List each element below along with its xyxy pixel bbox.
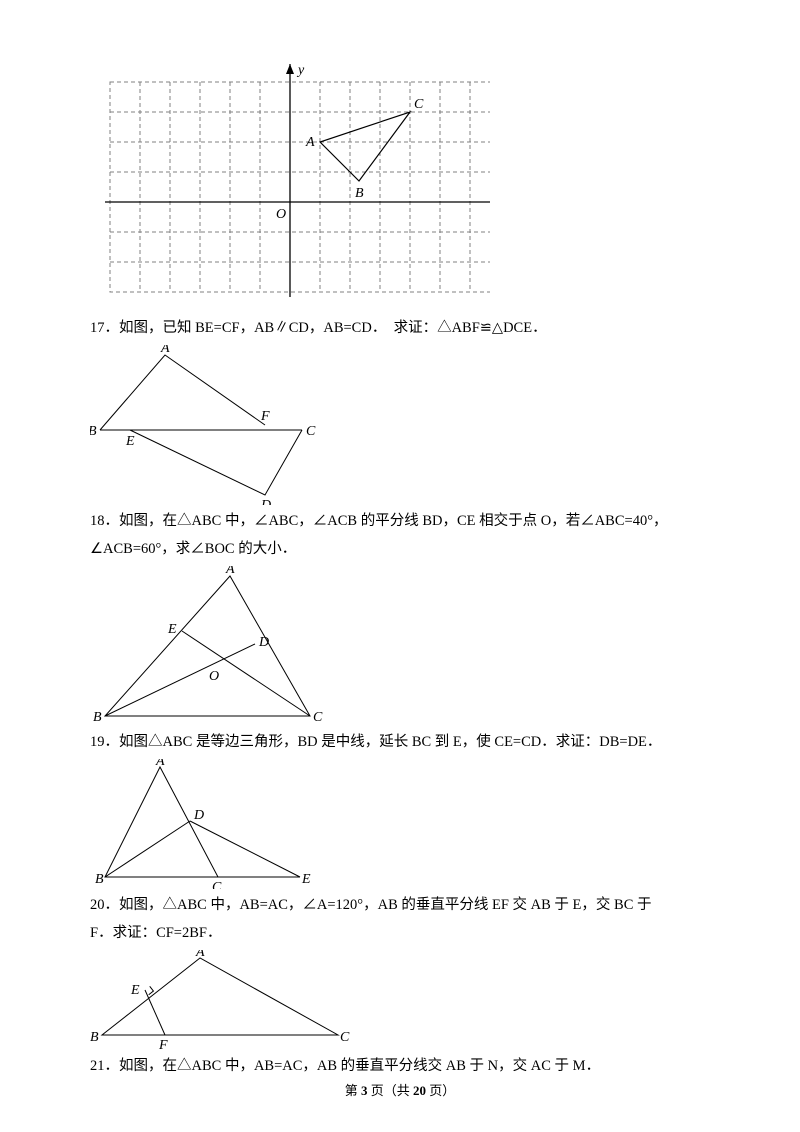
svg-text:C: C [313, 710, 323, 725]
svg-text:A: A [195, 950, 205, 960]
svg-text:D: D [260, 498, 271, 505]
svg-text:B: B [95, 872, 104, 887]
figure-20: A B C E F [90, 950, 710, 1050]
svg-text:y: y [296, 63, 305, 78]
svg-text:B: B [90, 1030, 99, 1045]
footer-suffix: 页） [426, 1083, 455, 1098]
problem-19-text: 19．如图△ABC 是等边三角形，BD 是中线，延长 BC 到 E，使 CE=C… [90, 730, 710, 755]
svg-text:E: E [130, 983, 140, 998]
page-footer: 第 3 页（共 20 页） [0, 1080, 800, 1102]
svg-text:C: C [212, 880, 222, 889]
figure-19: A B C E D [90, 759, 710, 889]
problem-20-text-a: 20．如图，△ABC 中，AB=AC，∠A=120°，AB 的垂直平分线 EF … [90, 893, 710, 918]
svg-text:E: E [125, 434, 135, 449]
figure-18: A B C E D O [90, 566, 710, 726]
fig20-svg: A B C E F [90, 950, 350, 1050]
problem-17-text: 17．如图，已知 BE=CF，AB∥CD，AB=CD． 求证：△ABF≌△DCE… [90, 316, 710, 341]
svg-text:A: A [225, 566, 235, 577]
problem-21-text: 21．如图，在△ABC 中，AB=AC，AB 的垂直平分线交 AB 于 N，交 … [90, 1054, 710, 1079]
svg-text:A: A [305, 135, 315, 150]
page: OxyABC 17．如图，已知 BE=CF，AB∥CD，AB=CD． 求证：△A… [0, 0, 800, 1132]
svg-text:B: B [93, 710, 102, 725]
svg-text:A: A [160, 345, 170, 356]
footer-prefix: 第 [345, 1083, 361, 1098]
figure-17: A B E F C D [90, 345, 710, 505]
svg-text:A: A [155, 759, 165, 769]
svg-text:C: C [306, 424, 316, 439]
problem-18-text-a: 18．如图，在△ABC 中，∠ABC，∠ACB 的平分线 BD，CE 相交于点 … [90, 509, 710, 534]
footer-middle: 页（共 [367, 1083, 413, 1098]
problem-18-text-b: ∠ACB=60°，求∠BOC 的大小． [90, 537, 710, 562]
svg-text:F: F [260, 409, 270, 424]
svg-text:O: O [209, 669, 219, 684]
svg-text:E: E [167, 622, 177, 637]
svg-text:B: B [355, 186, 364, 201]
svg-text:C: C [340, 1030, 350, 1045]
svg-text:C: C [414, 97, 424, 112]
fig18-svg: A B C E D O [90, 566, 330, 726]
fig19-svg: A B C E D [90, 759, 320, 889]
figure-grid: OxyABC [90, 62, 710, 312]
footer-total: 20 [413, 1083, 426, 1098]
svg-text:B: B [90, 424, 97, 439]
svg-text:F: F [158, 1038, 168, 1050]
svg-text:D: D [193, 808, 204, 823]
problem-20-text-b: F．求证：CF=2BF． [90, 921, 710, 946]
svg-text:O: O [276, 207, 286, 222]
svg-text:E: E [301, 872, 311, 887]
fig17-svg: A B E F C D [90, 345, 340, 505]
svg-text:D: D [258, 635, 269, 650]
grid-svg: OxyABC [90, 62, 490, 312]
